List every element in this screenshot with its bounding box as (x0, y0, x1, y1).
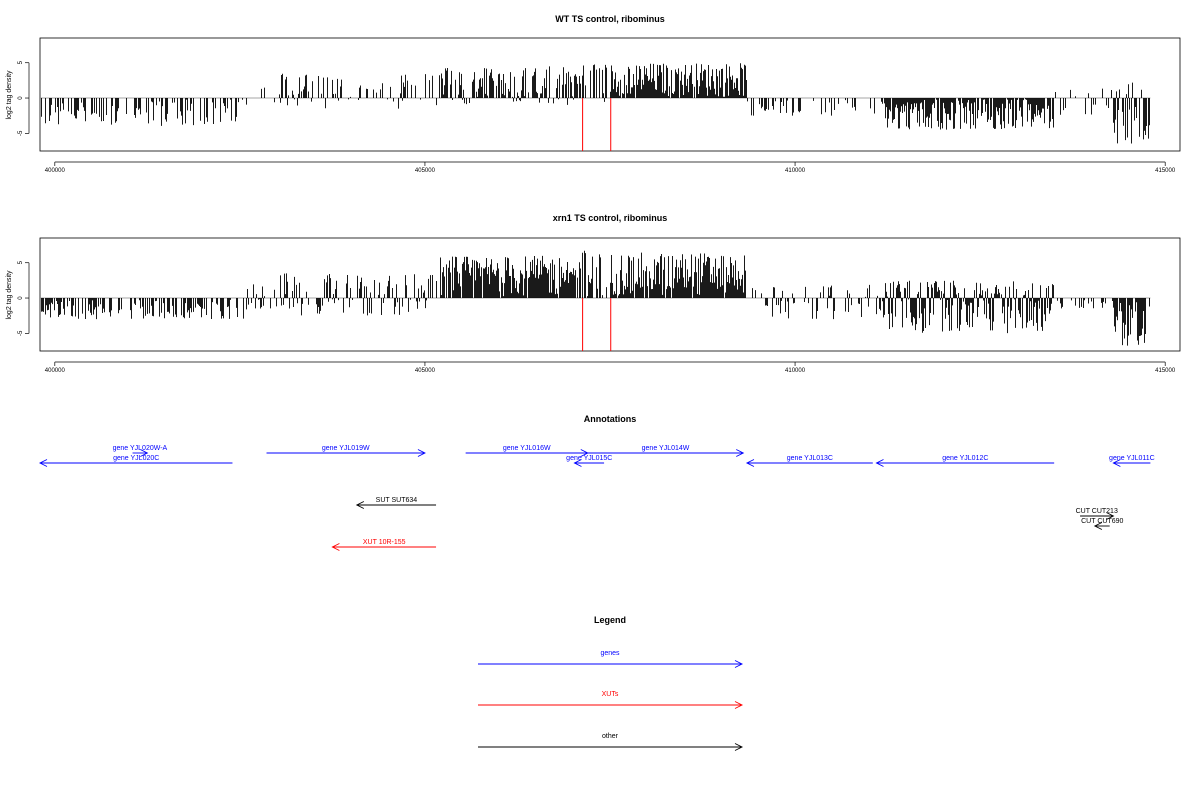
feature-label: SUT SUT634 (376, 497, 418, 504)
y-tick-label: -5 (18, 130, 24, 136)
feature-arrow (1093, 522, 1110, 530)
legend-panel: Legend genes XUTs other (478, 615, 744, 751)
feature-arrow (132, 449, 149, 457)
density-bars (41, 63, 1150, 144)
wt-y-axis-label: log2 tag density (6, 70, 13, 120)
feature-label: gene YJL014W (642, 445, 690, 452)
plot-frame (39, 37, 1181, 152)
xrn1-plot-area: 400000 405000 410000 415000 -5 0 5 (18, 237, 1181, 374)
feature-arrow (745, 459, 873, 467)
feature-label: CUT CUT213 (1076, 508, 1118, 515)
x-tick-label: 410000 (785, 368, 806, 374)
x-tick-label: 410000 (785, 168, 806, 174)
feature-label: XUT 10R-155 (363, 539, 406, 546)
x-tick-label: 400000 (45, 168, 66, 174)
legend-title: Legend (594, 615, 626, 625)
legend-arrow (478, 660, 744, 668)
feature-arrow (1080, 512, 1115, 520)
wt-panel-title: WT TS control, ribominus (555, 14, 665, 24)
feature-label: gene YJL015C (566, 455, 612, 462)
feature-arrow (465, 449, 589, 457)
xrn1-panel-title: xrn1 TS control, ribominus (553, 213, 668, 223)
legend-label: XUTs (602, 691, 619, 698)
annotation-tracks: gene YJL020W-A gene YJL020C gene YJL019W ge… (38, 445, 1155, 551)
legend-arrow (478, 743, 744, 751)
y-tick-label: 0 (18, 296, 24, 300)
x-tick-label: 415000 (1155, 368, 1176, 374)
legend-entries: genes XUTs other (478, 650, 744, 751)
feature-arrow (875, 459, 1055, 467)
xrn1-y-axis-label: log2 tag density (6, 270, 13, 320)
feature-label: CUT CUT690 (1081, 518, 1123, 525)
x-tick-label: 400000 (45, 368, 66, 374)
plot-frame (39, 237, 1181, 352)
feature-label: gene YJL019W (322, 445, 370, 452)
legend-label: genes (600, 650, 620, 657)
x-tick-label: 405000 (415, 168, 436, 174)
feature-arrow (38, 459, 233, 467)
feature-arrow (587, 449, 745, 457)
y-tick-label: -5 (18, 330, 24, 336)
y-tick-label: 5 (18, 60, 24, 64)
y-tick-label: 5 (18, 260, 24, 264)
feature-arrow (331, 543, 437, 551)
feature-label: gene YJL012C (942, 455, 988, 462)
feature-arrow (1112, 459, 1151, 467)
y-tick-label: 0 (18, 96, 24, 100)
feature-label: gene YJL016W (503, 445, 551, 452)
wt-panel: WT TS control, ribominus log2 tag densit… (6, 14, 1181, 174)
feature-label: gene YJL013C (787, 455, 833, 462)
x-tick-label: 405000 (415, 368, 436, 374)
feature-arrow (355, 501, 437, 509)
feature-label: gene YJL020C (113, 455, 159, 462)
x-tick-label: 415000 (1155, 168, 1176, 174)
legend-label: other (602, 733, 619, 740)
density-bars (41, 250, 1150, 346)
annotations-title: Annotations (584, 414, 637, 424)
feature-arrow (266, 449, 426, 457)
wt-plot-area: 400000 405000 410000 415000 -5 0 5 (18, 37, 1181, 174)
feature-arrow (573, 459, 605, 467)
feature-label: gene YJL020W-A (113, 445, 168, 452)
feature-label: gene YJL011C (1109, 455, 1155, 462)
xrn1-panel: xrn1 TS control, ribominus log2 tag dens… (6, 213, 1181, 374)
legend-arrow (478, 701, 744, 709)
